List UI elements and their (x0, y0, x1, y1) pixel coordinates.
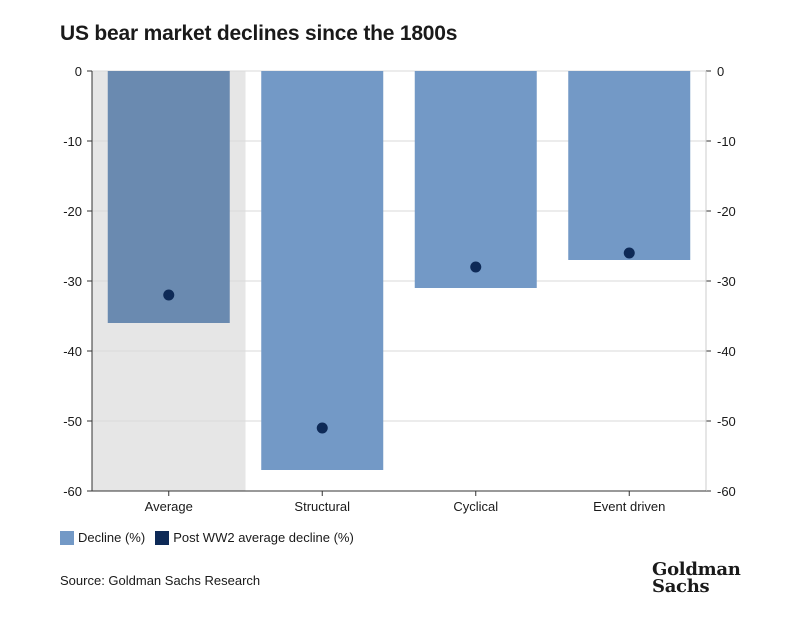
logo-line-1: Goldman (652, 559, 741, 580)
y-tick-label-right: -60 (717, 484, 736, 499)
y-tick-label-left: -20 (63, 204, 82, 219)
bar-chart: 0 0 -10 -10 -20 -20 -30 -30 -40 -40 -50 -50 -60 -60 Av… (63, 64, 736, 514)
x-tick-label: Cyclical (453, 499, 498, 514)
goldman-sachs-logo: Goldman Sachs (652, 559, 741, 597)
legend-label-decline: Decline (%) (78, 530, 146, 545)
y-tick-label-left: -50 (63, 414, 82, 429)
dot-cyclical (470, 261, 482, 273)
bar-cyclical (414, 71, 537, 288)
bar-structural (261, 71, 384, 470)
y-tick-label-right: -40 (717, 344, 736, 359)
y-tick-label-right: 0 (717, 64, 724, 79)
legend-label-post-ww2: Post WW2 average decline (%) (173, 530, 354, 545)
source-note: Source: Goldman Sachs Research (60, 573, 261, 588)
y-tick-label-right: -10 (717, 134, 736, 149)
bar-event-driven (568, 71, 691, 260)
x-tick-label: Structural (294, 499, 350, 514)
legend-swatch-decline (60, 530, 74, 545)
y-tick-label-right: -20 (717, 204, 736, 219)
logo-line-2: Sachs (652, 576, 710, 597)
bar-average (107, 71, 230, 323)
legend-item-post-ww2: Post WW2 average decline (%) (155, 530, 354, 545)
y-tick-label-left: -30 (63, 274, 82, 289)
y-tick-label-right: -30 (717, 274, 736, 289)
dot-structural (316, 422, 328, 434)
legend-item-decline: Decline (%) (60, 530, 145, 545)
legend-swatch-post-ww2 (155, 530, 170, 545)
dot-average (163, 289, 175, 301)
y-tick-label-right: -50 (717, 414, 736, 429)
dot-event-driven (623, 247, 635, 259)
x-tick-label: Event driven (593, 499, 665, 514)
y-tick-label-left: -60 (63, 484, 82, 499)
x-tick-label: Average (145, 499, 193, 514)
chart-title: US bear market declines since the 1800s (60, 22, 458, 45)
y-tick-label-left: -40 (63, 344, 82, 359)
y-tick-label-left: -10 (63, 134, 82, 149)
legend: Decline (%) Post WW2 average decline (%) (60, 530, 364, 545)
y-tick-label-left: 0 (75, 64, 82, 79)
